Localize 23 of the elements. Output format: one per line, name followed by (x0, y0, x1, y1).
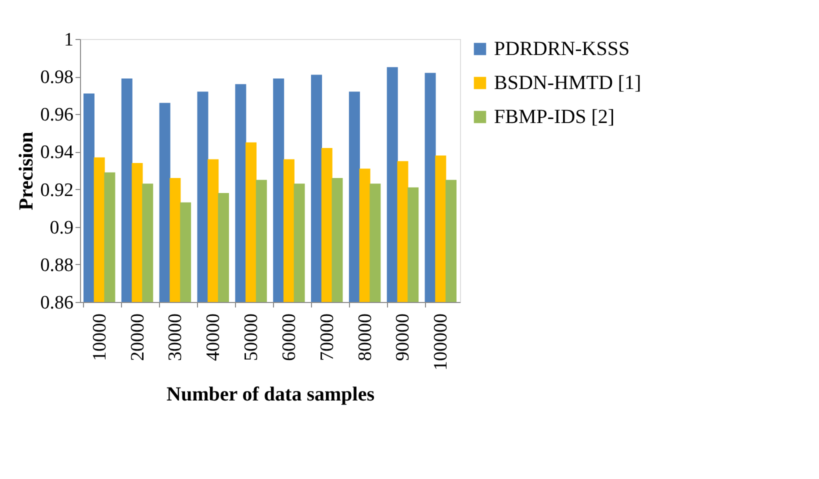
x-tick-label: 60000 (278, 314, 300, 361)
x-tick-label: 50000 (241, 314, 262, 361)
y-tick-label: 0.96 (40, 104, 74, 126)
legend-label: PDRDRN-KSSS (494, 38, 630, 60)
x-tick-label: 70000 (316, 314, 338, 361)
x-tick-label: 100000 (430, 314, 452, 370)
x-tick-label: 10000 (89, 314, 110, 361)
x-tick-label: 80000 (354, 314, 376, 361)
x-axis-title: Number of data samples (166, 384, 375, 406)
x-tick-label: 90000 (392, 314, 414, 361)
x-tick-label: 40000 (203, 314, 224, 361)
y-tick-label: 0.86 (40, 292, 74, 314)
y-tick-label: 0.9 (50, 217, 74, 238)
y-tick-label: 0.92 (40, 180, 74, 201)
y-tick-label: 0.94 (40, 142, 74, 164)
legend-label: BSDN-HMTD [1] (494, 72, 642, 94)
y-tick-label: 1 (64, 30, 74, 50)
y-axis-title: Precision (15, 132, 38, 210)
x-tick-label: 30000 (165, 314, 186, 361)
y-tick-label: 0.88 (40, 254, 74, 276)
x-tick-label: 20000 (127, 314, 148, 361)
y-tick-label: 0.98 (40, 67, 74, 88)
legend-label: FBMP-IDS [2] (494, 106, 615, 128)
